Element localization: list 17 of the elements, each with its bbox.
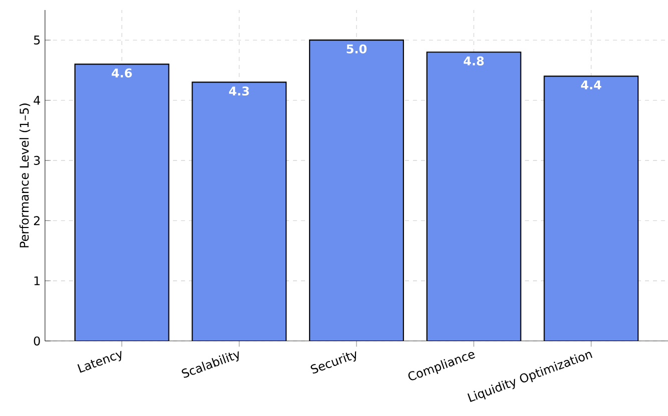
bar xyxy=(426,52,522,341)
bar xyxy=(544,76,639,341)
bar xyxy=(74,64,170,341)
bar xyxy=(192,82,287,341)
y-tick-label: 5 xyxy=(34,36,40,45)
y-tick-label: 3 xyxy=(34,156,40,165)
y-axis-title: Performance Level (1–5) xyxy=(19,104,30,248)
data-label: 4.4 xyxy=(581,80,602,90)
data-label: 5.0 xyxy=(346,44,367,54)
data-label: 4.3 xyxy=(229,86,249,96)
y-tick-label: 4 xyxy=(34,96,40,105)
y-tick-label: 2 xyxy=(34,216,40,226)
y-tick-label: 0 xyxy=(34,336,40,346)
data-label: 4.8 xyxy=(464,56,484,66)
data-label: 4.6 xyxy=(112,68,132,78)
y-tick-label: 1 xyxy=(34,276,40,286)
bar xyxy=(309,40,404,341)
